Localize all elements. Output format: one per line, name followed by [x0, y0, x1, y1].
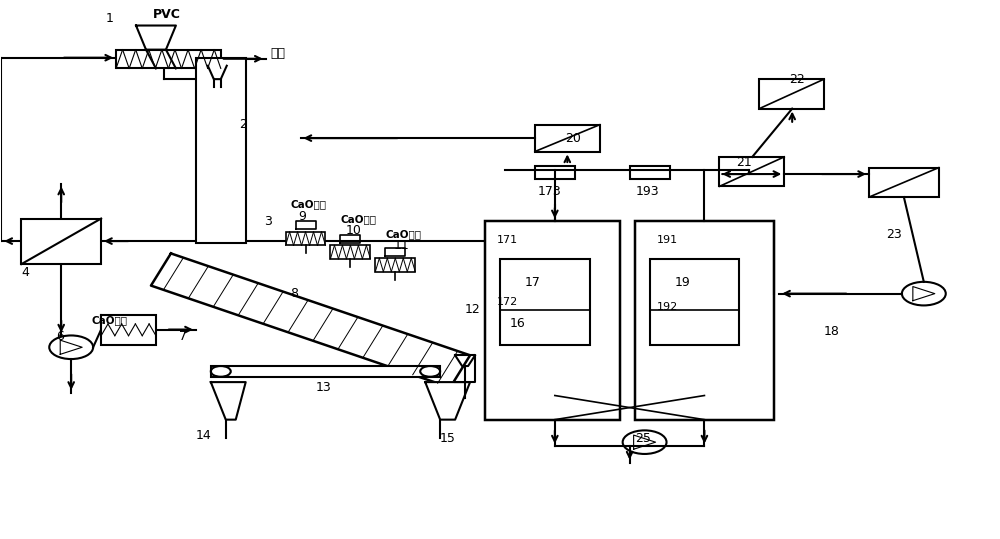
Text: 4: 4	[21, 266, 29, 279]
Text: CaO粉末: CaO粉末	[291, 199, 327, 209]
Text: 173: 173	[538, 185, 562, 198]
FancyBboxPatch shape	[116, 50, 221, 68]
FancyBboxPatch shape	[869, 168, 939, 197]
Text: 8: 8	[291, 287, 299, 300]
Polygon shape	[211, 382, 246, 420]
Text: 7: 7	[179, 330, 187, 343]
FancyBboxPatch shape	[101, 315, 156, 344]
Text: 3: 3	[264, 215, 272, 228]
Text: 22: 22	[789, 73, 805, 86]
Text: 16: 16	[510, 316, 526, 330]
FancyBboxPatch shape	[630, 166, 670, 179]
Text: 193: 193	[636, 185, 659, 198]
Text: 6: 6	[56, 330, 64, 343]
Text: 15: 15	[440, 432, 456, 445]
Text: 20: 20	[565, 132, 581, 144]
Text: 13: 13	[316, 381, 331, 394]
Text: CaO粉末: CaO粉末	[385, 230, 421, 240]
FancyBboxPatch shape	[635, 221, 774, 420]
Text: PVC: PVC	[153, 8, 181, 22]
Text: 9: 9	[299, 210, 306, 224]
Text: 191: 191	[657, 235, 678, 245]
Polygon shape	[151, 253, 470, 388]
Text: 10: 10	[345, 224, 361, 237]
FancyBboxPatch shape	[485, 221, 620, 420]
Text: 12: 12	[465, 303, 481, 316]
FancyBboxPatch shape	[211, 366, 440, 377]
Text: 171: 171	[497, 235, 518, 245]
Text: 排空: 排空	[271, 47, 286, 60]
FancyBboxPatch shape	[759, 79, 824, 109]
FancyBboxPatch shape	[286, 232, 325, 245]
Text: 23: 23	[886, 228, 902, 241]
Text: CaO颗粒: CaO颗粒	[91, 315, 127, 326]
FancyBboxPatch shape	[330, 245, 370, 259]
Text: 14: 14	[196, 429, 212, 442]
Text: 18: 18	[824, 324, 840, 337]
Text: 2: 2	[239, 118, 247, 131]
Text: 192: 192	[657, 302, 678, 312]
Text: CaO粉末: CaO粉末	[340, 214, 376, 224]
FancyBboxPatch shape	[535, 125, 600, 151]
FancyBboxPatch shape	[535, 166, 575, 179]
Text: 21: 21	[736, 156, 752, 169]
FancyBboxPatch shape	[719, 157, 784, 186]
FancyBboxPatch shape	[375, 258, 415, 272]
Text: 1: 1	[106, 12, 114, 25]
FancyBboxPatch shape	[500, 259, 590, 344]
Text: 172: 172	[497, 296, 518, 307]
Text: 25: 25	[636, 432, 651, 445]
Text: 17: 17	[525, 277, 541, 289]
Text: 11: 11	[393, 239, 409, 252]
Polygon shape	[425, 382, 470, 420]
FancyBboxPatch shape	[21, 218, 101, 264]
FancyBboxPatch shape	[196, 58, 246, 243]
Text: 19: 19	[675, 277, 690, 289]
FancyBboxPatch shape	[650, 259, 739, 344]
